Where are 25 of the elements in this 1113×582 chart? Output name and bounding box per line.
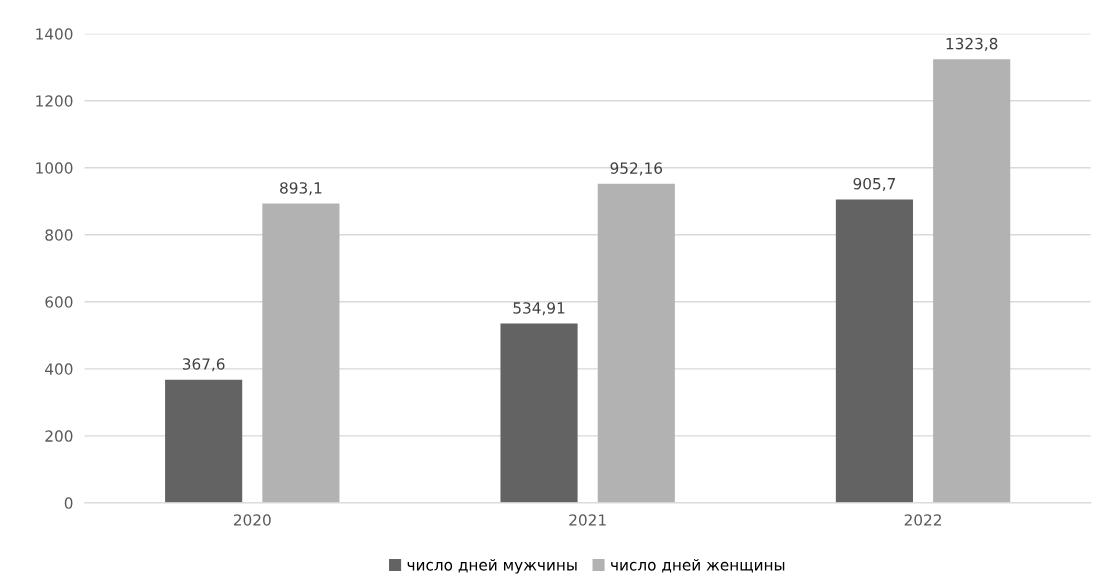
y-tick-label: 200 bbox=[45, 430, 73, 442]
y-tick-label: 600 bbox=[45, 296, 73, 308]
data-label: 893,1 bbox=[280, 182, 322, 196]
x-tick-label: 2020 bbox=[233, 514, 271, 526]
bar bbox=[262, 203, 340, 503]
y-tick-label: 400 bbox=[45, 363, 73, 375]
legend-label: число дней женщины bbox=[611, 558, 785, 573]
x-tick-label: 2021 bbox=[569, 514, 606, 526]
legend-label: число дней мужчины bbox=[407, 558, 577, 574]
y-tick-label: 1200 bbox=[36, 95, 73, 107]
bar bbox=[165, 379, 243, 503]
y-tick-label: 800 bbox=[45, 229, 73, 241]
data-label: 952,16 bbox=[610, 162, 663, 176]
bar bbox=[933, 59, 1011, 503]
data-label: 367,6 bbox=[182, 358, 225, 372]
x-tick-label: 2022 bbox=[904, 514, 941, 526]
data-label: 534,91 bbox=[513, 302, 565, 316]
y-tick-label: 1400 bbox=[36, 28, 73, 40]
y-tick-label: 1000 bbox=[36, 162, 73, 174]
data-label: 1323,8 bbox=[946, 37, 998, 51]
data-label: 905,7 bbox=[853, 177, 895, 192]
bar bbox=[835, 199, 913, 503]
bar bbox=[597, 183, 675, 503]
bar bbox=[500, 323, 578, 503]
y-tick-label: 0 bbox=[64, 497, 73, 509]
